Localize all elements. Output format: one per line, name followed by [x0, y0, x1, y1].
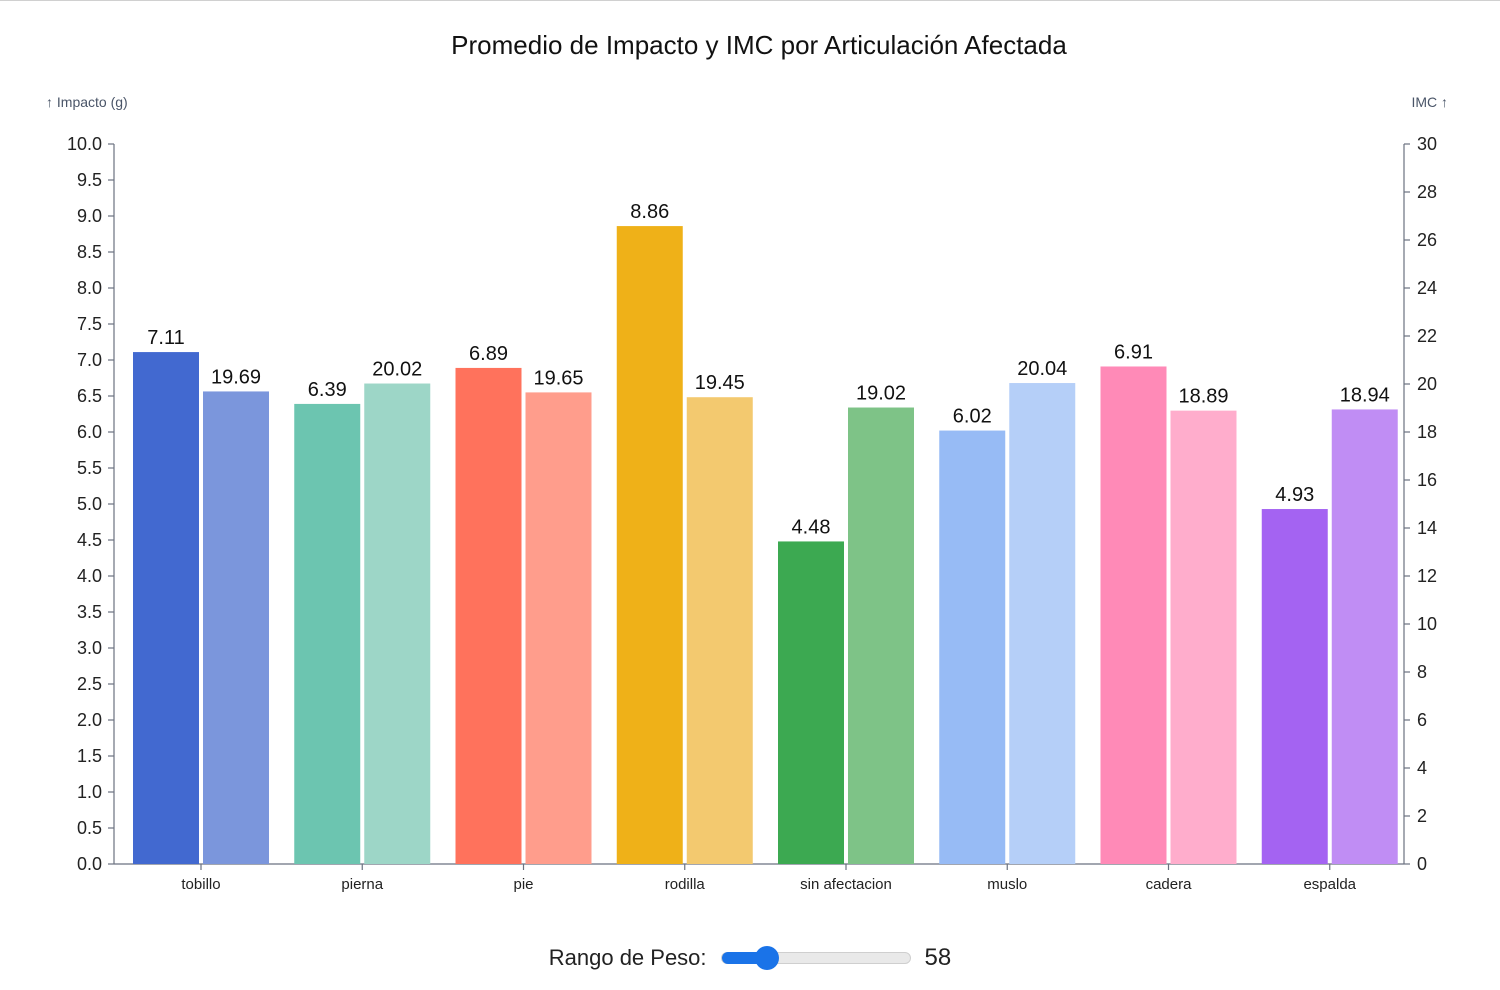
y-right-tick-label: 14 — [1417, 518, 1437, 538]
y-left-tick-label: 9.0 — [77, 206, 102, 226]
bars — [133, 226, 1398, 864]
bar-imc — [525, 392, 592, 864]
y-left-tick-label: 9.5 — [77, 170, 102, 190]
weight-range-control: Rango de Peso: 58 — [0, 936, 1500, 980]
y-right-axis-label: IMC ↑ — [1411, 94, 1448, 110]
y-left-tick-label: 6.0 — [77, 422, 102, 442]
y-right-tick-label: 12 — [1417, 566, 1437, 586]
y-right-tick-label: 16 — [1417, 470, 1437, 490]
bar-impacto — [1261, 509, 1328, 864]
slider-thumb[interactable] — [754, 946, 779, 970]
x-tick-label: pierna — [341, 876, 383, 893]
data-label: 6.02 — [953, 406, 992, 428]
data-label: 19.45 — [695, 372, 745, 394]
y-left-tick-label: 2.5 — [77, 674, 102, 694]
y-left-tick-label: 5.0 — [77, 494, 102, 514]
data-label: 6.91 — [1114, 341, 1153, 363]
y-right-tick-label: 2 — [1417, 806, 1427, 826]
y-right-tick-label: 28 — [1417, 182, 1437, 202]
x-tick-label: rodilla — [665, 876, 706, 893]
data-label: 4.93 — [1275, 484, 1314, 506]
y-right-tick-label: 26 — [1417, 230, 1437, 250]
top-border — [0, 0, 1500, 1]
data-label: 8.86 — [630, 201, 669, 223]
axes: 0.0 0.5 1.0 1.5 2.0 2.5 3.0 3.5 4.0 4.5 5.0 5.5 6.0 6… — [67, 134, 1437, 893]
x-tick-label: tobillo — [181, 876, 220, 893]
bar-imc — [1009, 383, 1076, 864]
y-right-tick-label: 0 — [1417, 854, 1427, 874]
bar-imc — [1331, 409, 1398, 864]
slider-label: Rango de Peso: — [548, 945, 707, 970]
y-left-tick-label: 0.5 — [77, 818, 102, 838]
data-label: 6.89 — [469, 343, 508, 365]
chart-title: Promedio de Impacto y IMC por Articulaci… — [451, 30, 1067, 60]
y-left-tick-label: 8.0 — [77, 278, 102, 298]
data-label: 18.94 — [1340, 384, 1390, 406]
y-left-tick-label: 1.0 — [77, 782, 102, 802]
x-tick-label: muslo — [987, 876, 1027, 893]
y-left-tick-label: 1.5 — [77, 746, 102, 766]
y-left-tick-label: 7.0 — [77, 350, 102, 370]
y-right-tick-label: 4 — [1417, 758, 1427, 778]
y-right-tick-label: 22 — [1417, 326, 1437, 346]
data-label: 19.65 — [533, 367, 583, 389]
data-label: 19.69 — [211, 366, 261, 388]
y-left-tick-label: 6.5 — [77, 386, 102, 406]
data-label: 7.11 — [147, 327, 184, 349]
slider-value: 58 — [924, 944, 952, 971]
y-right-tick-label: 20 — [1417, 374, 1437, 394]
y-left-tick-label: 4.0 — [77, 566, 102, 586]
bar-impacto — [294, 403, 361, 864]
y-right-tick-label: 6 — [1417, 710, 1427, 730]
chart: Promedio de Impacto y IMC por Articulaci… — [46, 30, 1448, 893]
data-label: 19.02 — [856, 383, 906, 405]
y-left-tick-label: 2.0 — [77, 710, 102, 730]
data-label: 6.39 — [308, 379, 347, 401]
y-left-tick-label: 0.0 — [77, 854, 102, 874]
data-label: 20.02 — [372, 359, 422, 381]
bar-imc — [686, 397, 753, 864]
x-tick-label: pie — [513, 876, 533, 893]
y-right-tick-label: 30 — [1417, 134, 1437, 154]
bar-impacto — [939, 430, 1006, 864]
bar-impacto — [1100, 366, 1167, 864]
y-left-tick-label: 3.0 — [77, 638, 102, 658]
data-label: 4.48 — [792, 516, 831, 538]
data-label: 18.89 — [1178, 386, 1228, 408]
y-left-tick-label: 4.5 — [77, 530, 102, 550]
bar-impacto — [455, 367, 522, 864]
bar-imc — [848, 407, 914, 864]
y-right-tick-label: 8 — [1417, 662, 1427, 682]
x-tick-label: sin afectacion — [800, 876, 892, 893]
y-left-tick-label: 3.5 — [77, 602, 102, 622]
y-right-tick-label: 10 — [1417, 614, 1437, 634]
weight-range-slider[interactable] — [720, 946, 911, 970]
y-right-tick-label: 18 — [1417, 422, 1437, 442]
y-left-axis-label: ↑ Impacto (g) — [46, 94, 128, 110]
bar-impacto — [616, 226, 683, 864]
x-tick-label: espalda — [1303, 876, 1356, 893]
y-left-tick-label: 5.5 — [77, 458, 102, 478]
x-tick-label: cadera — [1146, 876, 1193, 893]
bar-imc — [1170, 410, 1237, 864]
y-right-tick-label: 24 — [1417, 278, 1437, 298]
data-labels: 7.11 19.69 6.39 20.02 6.89 19.65 8.86 19.45 4.48… — [147, 201, 1390, 538]
y-left-tick-label: 7.5 — [77, 314, 102, 334]
data-label: 20.04 — [1017, 358, 1067, 380]
bar-impacto — [133, 352, 199, 864]
y-left-tick-label: 10.0 — [67, 134, 102, 154]
bar-imc — [364, 383, 431, 864]
bar-impacto — [778, 541, 844, 864]
bar-imc — [203, 391, 269, 864]
y-left-tick-label: 8.5 — [77, 242, 102, 262]
